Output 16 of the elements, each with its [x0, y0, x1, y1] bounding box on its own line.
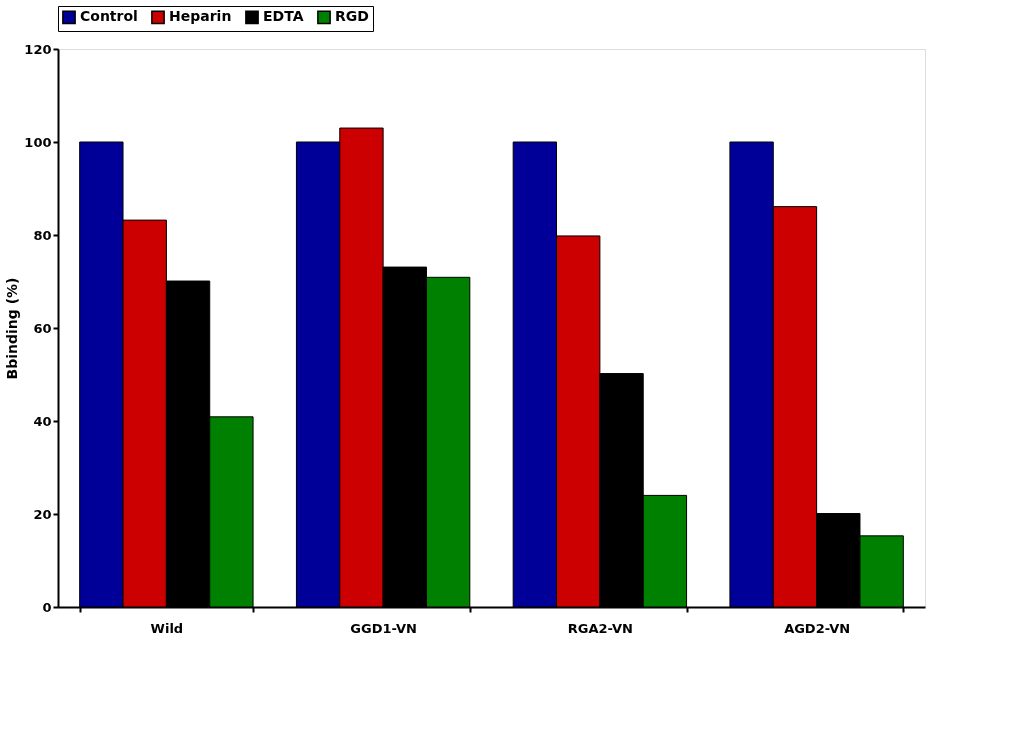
legend-label: RGD: [335, 8, 369, 25]
legend-label: Control: [80, 8, 138, 25]
y-tick-label: 0: [42, 599, 52, 615]
y-tick-label: 100: [24, 134, 52, 150]
y-axis-title: Bbinding (%): [4, 277, 21, 380]
y-tick-label: 20: [33, 506, 52, 522]
legend-label: EDTA: [263, 8, 304, 25]
legend-label: Heparin: [169, 8, 232, 25]
x-tick-label: AGD2-VN: [784, 620, 851, 636]
x-tick-label: Wild: [150, 620, 184, 636]
y-tick-label: 80: [33, 227, 52, 243]
x-tick-label: GGD1-VN: [350, 620, 417, 636]
x-tick-label: RGA2-VN: [567, 620, 633, 636]
y-tick-label: 40: [33, 413, 52, 429]
y-tick-label: 120: [24, 41, 52, 57]
y-tick-label: 60: [33, 320, 52, 336]
